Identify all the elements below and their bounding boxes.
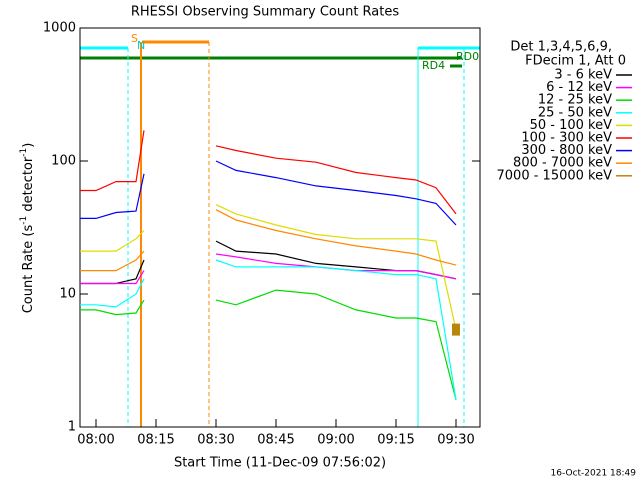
y-tick-label: 10 — [59, 287, 76, 302]
series-line — [80, 204, 457, 330]
legend-label: 100 - 300 keV — [521, 131, 612, 146]
footer: 16-Oct-2021 18:49 — [551, 469, 637, 479]
y-axis-label: Count Rate (s-1 detector-1) — [19, 143, 36, 314]
y-tick-label: 1000 — [43, 21, 76, 36]
legend-label: 50 - 100 keV — [530, 118, 613, 133]
y-label-sup: -1 — [19, 148, 29, 157]
legend-label: 12 - 25 keV — [538, 93, 612, 108]
annotation: RD0 — [456, 50, 479, 63]
annotation: S — [131, 32, 138, 45]
legend-label: 3 - 6 keV — [554, 68, 612, 83]
x-tick-label: 08:15 — [137, 433, 174, 448]
y-label-part: Count Rate (s — [21, 225, 36, 314]
annotation: RD4 — [422, 59, 445, 72]
plot-frame — [79, 27, 481, 428]
legend-label: 800 - 7000 keV — [513, 156, 612, 171]
y-label-sup: -1 — [19, 216, 29, 225]
x-tick-label: 09:00 — [317, 433, 354, 448]
x-tick-label: 08:45 — [257, 433, 294, 448]
series-line — [80, 160, 457, 226]
series-line — [80, 209, 457, 272]
y-tick-label: 1 — [68, 420, 76, 435]
series-line — [80, 289, 457, 401]
legend-label: 6 - 12 keV — [546, 80, 612, 95]
series-line — [80, 130, 457, 215]
x-tick-label: 08:30 — [197, 433, 234, 448]
flags — [80, 40, 480, 427]
legend-label: 7000 - 15000 keV — [497, 168, 613, 183]
annotation: N — [137, 39, 145, 52]
x-tick-label: 09:30 — [437, 433, 474, 448]
y-label-part: ) — [21, 143, 36, 148]
legend-label: 25 - 50 keV — [538, 105, 612, 120]
y-label-part: detector — [21, 156, 36, 216]
legend-label: 300 - 800 keV — [521, 143, 612, 158]
x-tick-label: 09:15 — [377, 433, 414, 448]
series-point — [452, 323, 460, 336]
x-tick-label: 08:00 — [77, 433, 114, 448]
legend-header: FDecim 1, Att 0 — [525, 54, 626, 69]
legend-header: Det 1,3,4,5,6,9, — [510, 40, 612, 55]
x-axis-label: Start Time (11-Dec-09 07:56:02) — [174, 456, 386, 471]
y-tick-label: 100 — [51, 154, 76, 169]
series-line — [80, 259, 457, 400]
chart-title: RHESSI Observing Summary Count Rates — [131, 5, 400, 20]
